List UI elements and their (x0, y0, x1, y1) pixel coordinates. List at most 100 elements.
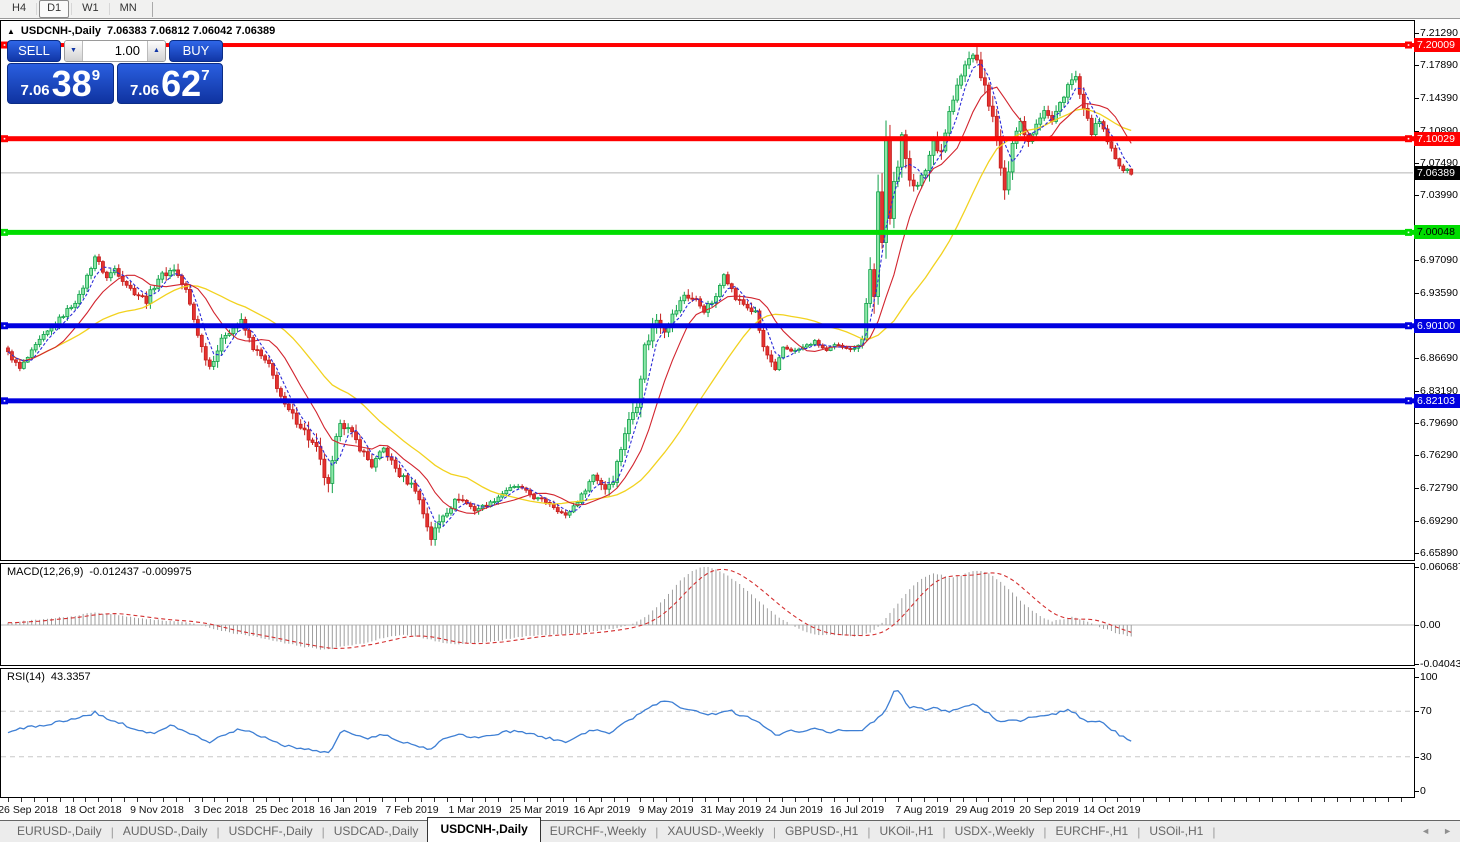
date-tick (1169, 798, 1170, 802)
date-tick (911, 798, 912, 802)
collapse-trade-panel-icon[interactable]: ▲ (7, 26, 15, 36)
buy-price-display[interactable]: 7.06 62 7 (116, 63, 223, 104)
date-tick (8, 798, 9, 802)
date-tick (395, 798, 396, 802)
tab-separator: | (110, 824, 114, 839)
date-tick (536, 798, 538, 802)
date-tick (253, 798, 255, 802)
timeframe-button-h4[interactable]: H4 (12, 2, 27, 14)
buy-price-major: 7.06 (129, 82, 160, 99)
date-tick (846, 798, 848, 802)
chart-tab-ukoil-h1[interactable]: UKOil-,H1 (879, 824, 934, 838)
chart-tab-eurchf-weekly[interactable]: EURCHF-,Weekly (549, 824, 647, 838)
price-axis-label: 6.69290 (1420, 515, 1458, 528)
sell-price-pipette: 9 (91, 67, 101, 84)
date-tick (1362, 798, 1364, 802)
price-axis-tick (1414, 130, 1419, 132)
date-label: 7 Feb 2019 (385, 804, 439, 816)
ma-fast-line (7, 62, 1132, 528)
chart-tab-eurchf-h1[interactable]: EURCHF-,H1 (1055, 824, 1129, 838)
date-tick (1091, 798, 1093, 802)
horizontal-line-6.82103[interactable] (1, 397, 1414, 405)
chart-tab-usdx-weekly[interactable]: USDX-,Weekly (954, 824, 1035, 838)
date-tick (1156, 798, 1158, 802)
date-tick (266, 798, 267, 802)
rsi-axis-tick (1414, 677, 1419, 678)
chart-tab-usdcnh-daily[interactable]: USDCNH-,Daily (427, 816, 541, 842)
date-tick (356, 798, 358, 802)
price-axis-label: 7.07490 (1420, 156, 1458, 169)
buy-price-pips: 62 (161, 63, 202, 104)
chart-tab-usoil-h1[interactable]: USOil-,H1 (1149, 824, 1204, 838)
price-axis-label: 6.86690 (1420, 351, 1458, 364)
date-tick (201, 798, 203, 802)
macd-indicator-panel[interactable] (0, 563, 1415, 666)
chart-tab-audusd-daily[interactable]: AUDUSD-,Daily (122, 824, 208, 838)
price-axis-tick (1414, 64, 1419, 66)
price-line-badge: 6.82103 (1414, 393, 1460, 408)
timeframe-button-mn[interactable]: MN (119, 2, 137, 14)
date-tick (1104, 798, 1106, 802)
date-tick (1130, 798, 1132, 802)
chart-tab-usdcad-daily[interactable]: USDCAD-,Daily (333, 824, 419, 838)
date-label: 16 Jul 2019 (829, 804, 885, 816)
date-label: 7 Aug 2019 (895, 804, 949, 816)
rsi-indicator-panel[interactable] (0, 668, 1415, 798)
tab-scroll-right-icon[interactable]: ► (1443, 826, 1452, 836)
date-tick (459, 798, 461, 802)
horizontal-line-7.10029[interactable] (1, 135, 1414, 143)
date-tick (575, 798, 577, 802)
price-axis-tick (1414, 357, 1419, 359)
sell-price-display[interactable]: 7.06 38 9 (7, 63, 114, 104)
timeframe-button-w1[interactable]: W1 (82, 2, 99, 14)
price-chart-panel[interactable] (0, 20, 1415, 561)
date-label: 31 May 2019 (700, 804, 762, 816)
date-label: 14 Oct 2019 (1083, 804, 1141, 816)
date-label: 24 Jun 2019 (765, 804, 823, 816)
date-tick (885, 798, 887, 802)
date-tick (769, 798, 771, 802)
sell-button[interactable]: SELL (7, 40, 61, 62)
date-tick (72, 798, 74, 802)
date-tick (188, 798, 190, 802)
date-tick (936, 798, 938, 802)
date-tick (549, 798, 551, 802)
date-tick (962, 798, 964, 802)
chart-tab-usdchf-daily[interactable]: USDCHF-,Daily (228, 824, 313, 838)
sell-price-pips: 38 (51, 63, 92, 104)
chart-symbol-period: USDCNH-,Daily (20, 25, 101, 37)
tab-separator: | (867, 824, 871, 839)
chart-tab-gbpusd-h1[interactable]: GBPUSD-,H1 (784, 824, 859, 838)
date-label: 25 Mar 2019 (509, 804, 569, 816)
date-tick (898, 798, 900, 802)
date-tick (1336, 798, 1338, 802)
macd-axis-tick (1414, 663, 1419, 665)
date-tick (59, 798, 61, 802)
tab-scroll-left-icon[interactable]: ◄ (1421, 826, 1431, 836)
date-tick (317, 798, 319, 802)
timeframe-button-d1[interactable]: D1 (39, 0, 70, 18)
price-axis-tick (1414, 97, 1419, 99)
candles-layer (6, 47, 1134, 546)
volume-increase-button[interactable]: ▲ (147, 41, 165, 61)
ma-mid-line (7, 86, 1132, 514)
horizontal-line-7.00048[interactable] (1, 228, 1414, 236)
date-tick (524, 798, 525, 802)
price-axis-tick (1414, 390, 1419, 392)
date-label: 25 Dec 2018 (255, 804, 315, 816)
horizontal-line-6.901[interactable] (1, 322, 1414, 330)
date-tick (46, 798, 48, 802)
date-tick (304, 798, 306, 802)
date-label: 9 Nov 2018 (130, 804, 184, 816)
volume-input[interactable]: 1.00 (114, 43, 140, 58)
chart-tab-xauusd-weekly[interactable]: XAUUSD-,Weekly (667, 824, 764, 838)
horizontal-line-7.20009[interactable] (1, 41, 1414, 49)
toolbar-divider (36, 3, 38, 15)
chart-tab-eurusd-daily[interactable]: EURUSD-,Daily (17, 824, 102, 838)
date-tick (923, 798, 925, 802)
sell-price-major: 7.06 (20, 82, 50, 99)
buy-button[interactable]: BUY (169, 40, 223, 62)
date-tick (665, 798, 667, 802)
chart-ohlc-values: 7.06383 7.06812 7.06042 7.06389 (107, 25, 276, 37)
volume-decrease-button[interactable]: ▼ (65, 41, 83, 61)
